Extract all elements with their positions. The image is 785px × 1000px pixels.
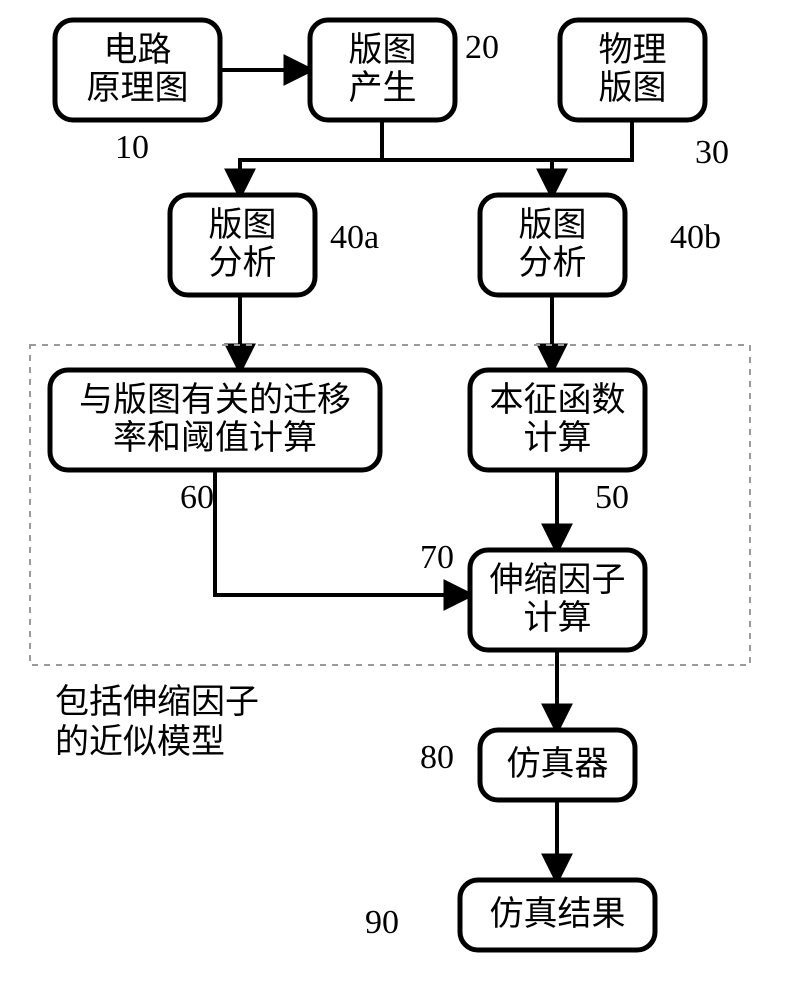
node-label-n60: 60 (180, 479, 214, 516)
edge-7 (215, 470, 470, 595)
node-text-n90: 仿真结果 (490, 895, 626, 933)
node-text-n70: 计算 (524, 599, 592, 637)
node-n40b: 版图分析 (480, 195, 625, 295)
node-label-n50: 50 (595, 479, 629, 516)
node-text-n70: 伸缩因子 (490, 561, 626, 599)
flowchart-diagram: 包括伸缩因子的近似模型 电路原理图版图产生物理版图版图分析版图分析与版图有关的迁… (0, 0, 785, 1000)
node-label-n90: 90 (365, 904, 399, 941)
node-text-n40a: 版图 (209, 206, 277, 244)
node-n90: 仿真结果 (460, 880, 655, 950)
node-label-n30: 30 (695, 134, 729, 171)
node-text-n50: 计算 (524, 419, 592, 457)
node-text-n20: 版图 (349, 31, 417, 69)
node-n60: 与版图有关的迁移率和阈值计算 (50, 370, 380, 470)
node-n50: 本征函数计算 (470, 370, 645, 470)
node-text-n10: 原理图 (87, 70, 189, 107)
node-label-n80: 80 (420, 739, 454, 776)
node-label-n20: 20 (465, 29, 499, 66)
node-text-n10: 电路 (104, 31, 172, 69)
node-n70: 伸缩因子计算 (470, 550, 645, 650)
node-text-n30: 版图 (599, 69, 667, 107)
labels-layer: 10 20 30 40a 40b 60 50 70 80 90 (115, 29, 729, 941)
node-text-n60: 与版图有关的迁移 (79, 381, 351, 419)
node-label-n40b: 40b (670, 219, 721, 256)
node-text-n40a: 分析 (209, 244, 277, 282)
node-n10: 电路原理图 (55, 20, 220, 120)
node-label-n40a: 40a (330, 219, 379, 256)
node-text-n20: 产生 (349, 69, 417, 107)
node-n20: 版图产生 (310, 20, 455, 120)
node-text-n60: 率和阈值计算 (113, 419, 317, 457)
node-text-n40b: 分析 (519, 244, 587, 282)
approx-model-caption: 的近似模型 (55, 723, 225, 761)
edge-3 (552, 120, 632, 195)
node-text-n80: 仿真器 (507, 745, 609, 783)
node-n40a: 版图分析 (170, 195, 315, 295)
node-label-n10: 10 (115, 129, 149, 166)
approx-model-caption: 包括伸缩因子 (55, 683, 259, 721)
edge-1 (240, 120, 382, 195)
node-label-n70: 70 (420, 539, 454, 576)
node-text-n40b: 版图 (519, 206, 587, 244)
node-n30: 物理版图 (560, 20, 705, 120)
node-text-n50: 本征函数 (490, 381, 626, 419)
node-text-n30: 物理 (599, 31, 667, 69)
node-n80: 仿真器 (480, 730, 635, 800)
